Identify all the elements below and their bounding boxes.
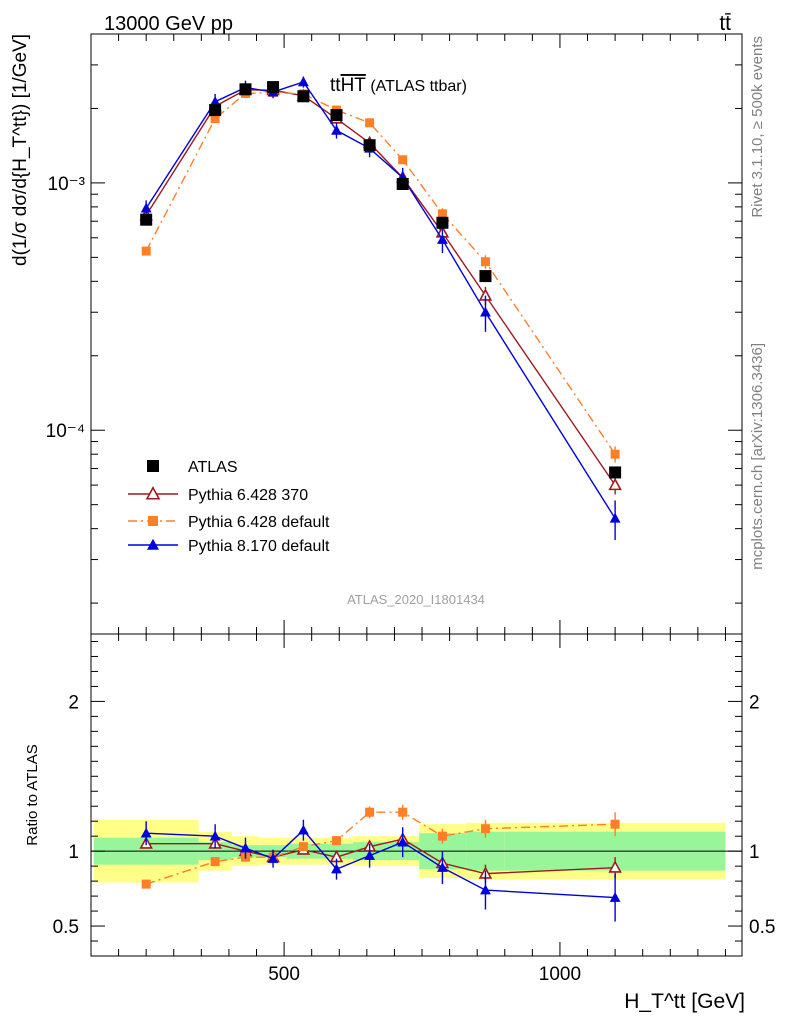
data-marker — [480, 824, 490, 834]
data-marker — [365, 807, 375, 817]
data-marker — [609, 466, 622, 479]
data-marker — [363, 139, 376, 152]
data-marker — [609, 891, 621, 902]
data-marker — [267, 853, 279, 863]
data-marker — [436, 216, 449, 229]
data-marker — [147, 538, 159, 550]
plot-title-overline: HT — [341, 75, 367, 96]
ratio-y-tick-label: 0.5 — [749, 917, 775, 938]
ratio-plot-panel: 500 1000 0.5 0.5 1 1 2 2 Ratio to ATLAS H_T^tt … — [24, 633, 775, 1013]
data-marker — [298, 76, 309, 87]
legend-label: Pythia 8.170 default — [188, 538, 330, 555]
data-marker — [298, 842, 308, 852]
data-marker — [298, 824, 309, 835]
main-plot-panel: 10⁻⁴10⁻³10⁻² ttHT (ATLAS ttbar) ATLAS_20… — [10, 33, 743, 635]
data-marker — [148, 516, 158, 526]
data-marker — [480, 257, 490, 267]
source-label: mcplots.cern.ch [arXiv:1306.3436] — [749, 343, 766, 570]
y-tick-label: 10⁻⁴ — [46, 421, 85, 442]
data-marker — [480, 306, 491, 317]
watermark: ATLAS_2020_I1801434 — [347, 592, 485, 607]
data-marker — [140, 202, 152, 213]
data-marker — [437, 233, 448, 244]
ratio-y-tick-label: 2 — [749, 692, 760, 713]
data-marker — [332, 836, 342, 846]
ratio-xlabel: H_T^tt [GeV] — [624, 990, 745, 1013]
process-label: tt̄ — [719, 12, 731, 35]
data-marker — [331, 863, 342, 874]
data-marker — [297, 90, 310, 103]
ratio-ylabel: Ratio to ATLAS — [24, 744, 41, 845]
ratio-y-tick-label: 1 — [749, 842, 760, 863]
data-marker — [437, 209, 447, 219]
main-plot-ticks: 10⁻⁴10⁻³10⁻² — [46, 33, 742, 634]
rivet-label: Rivet 3.1.10, ≥ 500k events — [749, 36, 766, 218]
plot-title-sub: (ATLAS ttbar) — [366, 78, 467, 95]
legend-label: Pythia 6.428 default — [188, 514, 330, 531]
data-marker — [210, 114, 220, 124]
data-marker — [437, 862, 448, 872]
data-marker — [398, 155, 408, 165]
main-plot-series — [139, 76, 622, 540]
main-plot-frame — [90, 33, 743, 635]
data-marker — [365, 118, 375, 128]
data-marker — [209, 96, 221, 106]
data-marker — [608, 860, 622, 873]
data-marker — [437, 831, 447, 841]
data-marker — [396, 177, 409, 190]
data-marker — [364, 850, 376, 860]
data-marker — [141, 879, 151, 889]
data-marker — [480, 884, 491, 895]
data-marker — [239, 83, 252, 96]
plot-title-main: tt — [330, 75, 341, 96]
x-tick-label: 1000 — [539, 964, 581, 985]
data-marker — [145, 486, 161, 500]
data-marker — [479, 270, 492, 283]
data-marker — [330, 109, 343, 122]
energy-label: 13000 GeV pp — [104, 13, 233, 35]
data-marker — [608, 477, 622, 491]
data-marker — [147, 460, 159, 472]
data-marker — [331, 124, 342, 135]
ratio-y-tick-label: 2 — [68, 692, 79, 713]
legend-label: Pythia 6.428 370 — [188, 487, 308, 504]
data-marker — [610, 819, 620, 829]
data-marker — [267, 81, 280, 94]
data-marker — [609, 512, 621, 523]
data-marker — [209, 104, 222, 117]
ratio-plot-frame — [90, 633, 743, 957]
data-marker — [610, 449, 620, 459]
ratio-plot-series — [139, 804, 622, 922]
main-ylabel: d(1/σ dσ/d{H_T^tt}) [1/GeV] — [10, 34, 31, 266]
y-tick-label: 10⁻³ — [48, 174, 86, 195]
series-line — [145, 91, 616, 455]
legend: ATLAS Pythia 6.428 370 Pythia 6.428 defaul… — [128, 459, 330, 555]
plot-title: ttHT (ATLAS ttbar) — [330, 75, 467, 96]
data-marker — [397, 836, 409, 847]
data-marker — [398, 807, 408, 817]
ratio-plot-ticks: 500 1000 0.5 0.5 1 1 2 2 — [53, 634, 775, 985]
legend-label: ATLAS — [188, 459, 238, 476]
data-marker — [140, 827, 152, 838]
data-marker — [140, 213, 153, 226]
data-marker — [210, 857, 220, 867]
data-marker — [141, 246, 151, 256]
ratio-y-tick-label: 1 — [68, 842, 79, 863]
x-tick-label: 500 — [268, 964, 300, 985]
data-marker — [209, 830, 221, 841]
data-marker — [240, 842, 251, 853]
ratio-y-tick-label: 0.5 — [53, 917, 79, 938]
